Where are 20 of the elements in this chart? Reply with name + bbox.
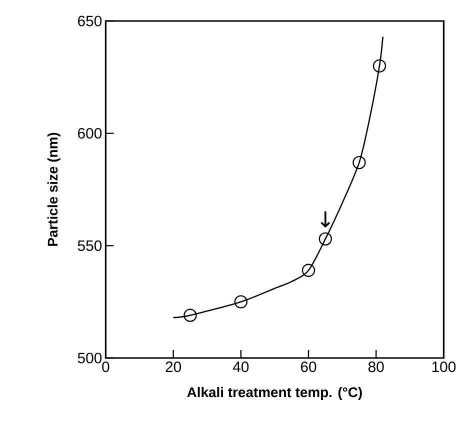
- x-tick-label: 0: [102, 362, 110, 372]
- point: [302, 264, 316, 277]
- annotation: ↓: [320, 211, 330, 228]
- x-tick-label: 80: [368, 362, 384, 372]
- x-tick-label: 40: [232, 362, 249, 372]
- point: [372, 59, 386, 73]
- y-tick-label: 550: [78, 240, 102, 251]
- y-axis-title: Particle size (nm): [47, 132, 60, 246]
- x-tick-label: 20: [166, 362, 182, 372]
- x-tick-label: 60: [300, 362, 316, 372]
- x-axis-title: Alkali treatment temp. (°C): [187, 386, 362, 400]
- point: [234, 295, 248, 308]
- y-tick-label: 500: [78, 352, 102, 364]
- y-tick-label: 600: [78, 128, 102, 139]
- point: [352, 156, 366, 170]
- line-series: [172, 36, 384, 318]
- point: [184, 308, 197, 322]
- x-tick-label: 100: [432, 362, 456, 372]
- point: [318, 232, 332, 246]
- y-tick-label: 650: [78, 16, 102, 26]
